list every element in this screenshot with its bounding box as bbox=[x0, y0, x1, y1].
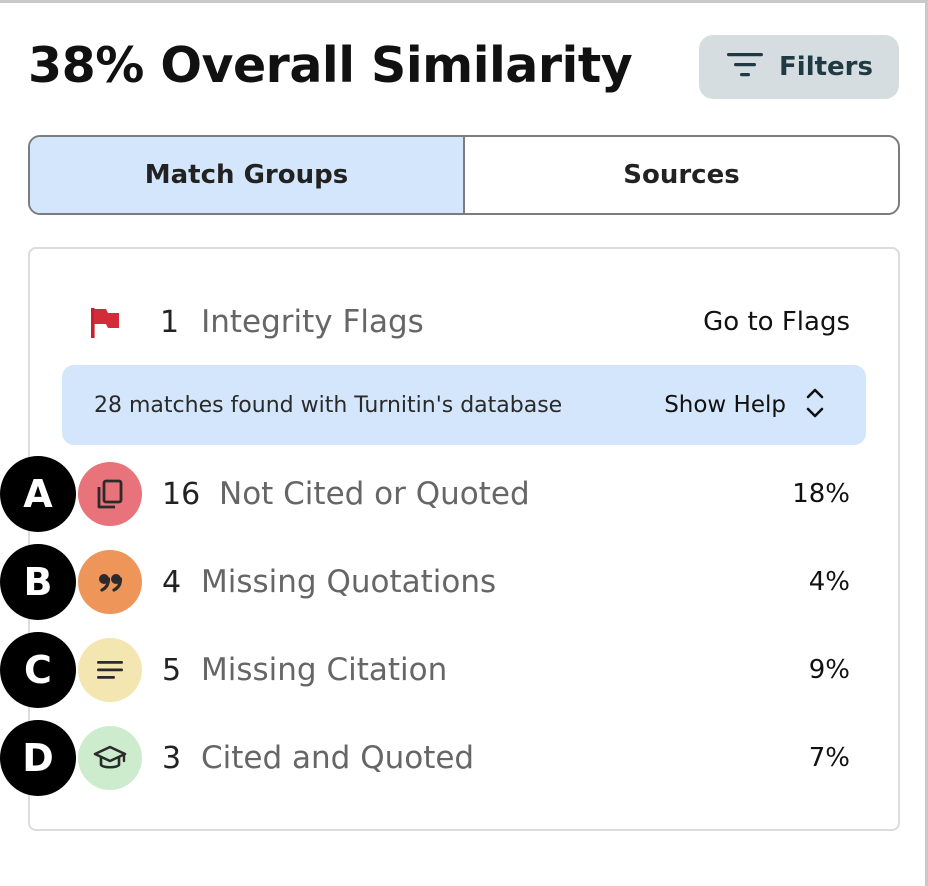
graduation-cap-icon bbox=[78, 726, 142, 790]
integrity-flags-count: 1 bbox=[160, 304, 180, 340]
view-tabs: Match Groups Sources bbox=[28, 135, 900, 215]
group-label: Missing Citation bbox=[201, 652, 448, 688]
match-group-row[interactable]: B 4 Missing Quotations 4% bbox=[0, 542, 928, 622]
matches-found-text: 28 matches found with Turnitin's databas… bbox=[94, 392, 563, 418]
match-groups-card: 1 Integrity Flags Go to Flags 28 matches… bbox=[28, 247, 900, 831]
show-help-toggle[interactable]: Show Help bbox=[664, 384, 826, 426]
group-percent: 7% bbox=[808, 743, 850, 773]
expand-collapse-icon bbox=[804, 384, 826, 426]
letter-badge: C bbox=[0, 632, 76, 708]
letter-badge: B bbox=[0, 544, 76, 620]
letter-badge: D bbox=[0, 720, 76, 796]
match-group-row[interactable]: C 5 Missing Citation 9% bbox=[0, 630, 928, 710]
group-percent: 18% bbox=[792, 479, 850, 509]
filters-button[interactable]: Filters bbox=[699, 35, 899, 99]
group-count: 4 bbox=[162, 564, 182, 600]
group-percent: 4% bbox=[808, 567, 850, 597]
group-label: Cited and Quoted bbox=[201, 740, 475, 776]
page-title: 38% Overall Similarity bbox=[28, 37, 633, 94]
group-count: 3 bbox=[162, 740, 182, 776]
lines-icon bbox=[78, 638, 142, 702]
group-count: 5 bbox=[162, 652, 182, 688]
integrity-flags-label: Integrity Flags bbox=[201, 304, 424, 340]
integrity-flags-row: 1 Integrity Flags Go to Flags bbox=[86, 297, 850, 347]
group-count: 16 bbox=[162, 476, 201, 512]
group-label: Missing Quotations bbox=[201, 564, 497, 600]
matches-info-bar: 28 matches found with Turnitin's databas… bbox=[62, 365, 866, 445]
flag-icon bbox=[86, 304, 122, 340]
go-to-flags-link[interactable]: Go to Flags bbox=[703, 307, 850, 337]
match-group-row[interactable]: A 16 Not Cited or Quoted 18% bbox=[0, 454, 928, 534]
show-help-label: Show Help bbox=[664, 392, 786, 418]
copy-icon bbox=[78, 462, 142, 526]
tab-match-groups[interactable]: Match Groups bbox=[30, 137, 465, 213]
quote-icon bbox=[78, 550, 142, 614]
group-label: Not Cited or Quoted bbox=[219, 476, 530, 512]
tab-sources[interactable]: Sources bbox=[623, 160, 740, 190]
match-group-row[interactable]: D 3 Cited and Quoted 7% bbox=[0, 718, 928, 798]
letter-badge: A bbox=[0, 456, 76, 532]
group-percent: 9% bbox=[808, 655, 850, 685]
filter-icon bbox=[725, 50, 765, 84]
filters-label: Filters bbox=[779, 52, 873, 82]
